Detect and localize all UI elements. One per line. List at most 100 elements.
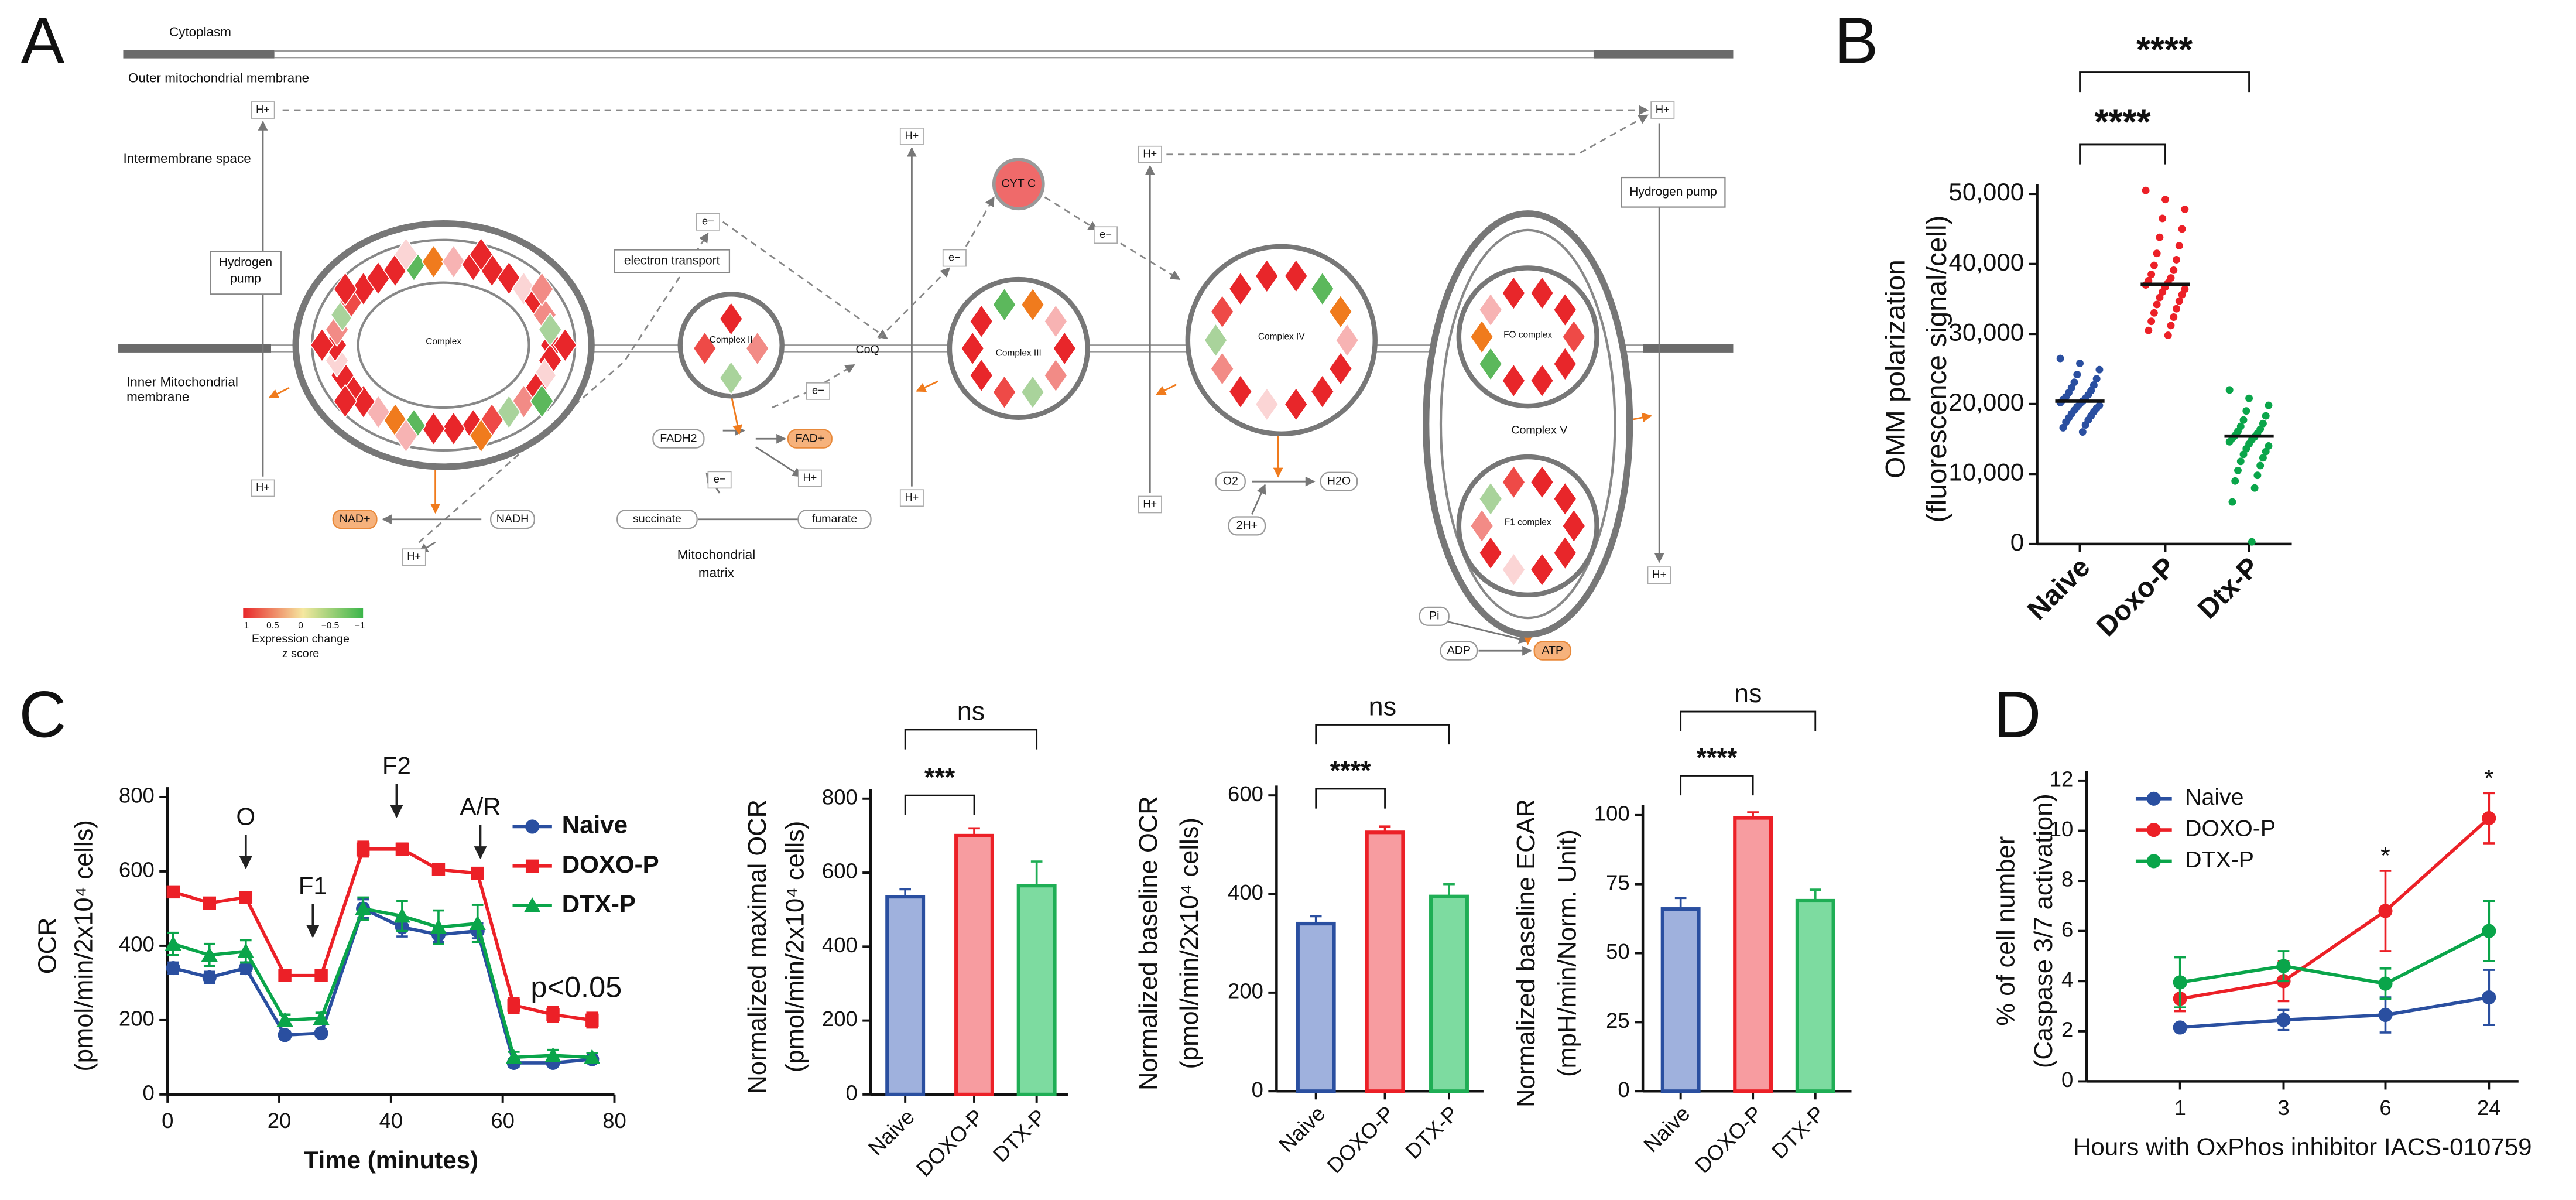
gene-diamond bbox=[960, 331, 985, 366]
bar bbox=[1296, 921, 1336, 1093]
data-point bbox=[2253, 471, 2262, 480]
molecule-box bbox=[1440, 641, 1478, 661]
data-point bbox=[2225, 437, 2234, 446]
data-point bbox=[2056, 354, 2064, 363]
data-point bbox=[393, 908, 410, 923]
molecule-label: NAD+ bbox=[340, 512, 371, 525]
connector bbox=[772, 364, 855, 409]
annotation-label: O bbox=[236, 803, 255, 830]
region-label: Outer mitochondrial membrane bbox=[128, 71, 309, 86]
box-label: Hydrogen bbox=[219, 256, 272, 269]
data-point bbox=[2234, 466, 2242, 474]
y-tick-label: 200 bbox=[822, 1007, 858, 1031]
data-point bbox=[2228, 498, 2236, 506]
carrier-box bbox=[1650, 101, 1675, 119]
data-point bbox=[2076, 359, 2084, 367]
gene-diamond bbox=[719, 360, 744, 395]
x-tick-label: 40 bbox=[379, 1109, 403, 1133]
bar bbox=[1016, 884, 1057, 1096]
legend-label: Naive bbox=[2185, 784, 2243, 810]
significance-label: ns bbox=[1734, 678, 1762, 708]
gene-diamond bbox=[969, 304, 994, 339]
y-axis-label: (pmol/min/2x10⁴ cells) bbox=[1176, 818, 1204, 1069]
carrier-box bbox=[899, 128, 924, 145]
carrier-box bbox=[1138, 495, 1162, 514]
carrier-label: H+ bbox=[905, 491, 919, 503]
data-point bbox=[2150, 261, 2158, 269]
data-point bbox=[2092, 375, 2101, 383]
data-point bbox=[2242, 407, 2250, 415]
data-point bbox=[2173, 305, 2181, 313]
data-point bbox=[2265, 401, 2273, 409]
data-point bbox=[2161, 196, 2169, 204]
region-label: matrix bbox=[698, 565, 734, 580]
gene-diamond bbox=[1043, 304, 1068, 339]
connector bbox=[916, 380, 938, 392]
data-point bbox=[2482, 811, 2496, 826]
data-point bbox=[239, 891, 253, 904]
data-point bbox=[2175, 242, 2183, 250]
gene-diamond bbox=[969, 358, 994, 393]
gene-diamond bbox=[1530, 552, 1554, 587]
significance-mark: * bbox=[2484, 764, 2493, 792]
gene-diamond bbox=[1469, 319, 1494, 354]
y-tick-label: 10,000 bbox=[1948, 458, 2024, 486]
y-tick-label: 0 bbox=[142, 1081, 154, 1105]
data-point bbox=[2236, 457, 2245, 466]
bar bbox=[1365, 830, 1405, 1093]
y-axis-label: Normalized baseline OCR bbox=[1135, 796, 1163, 1090]
significance-label: **** bbox=[1696, 742, 1737, 772]
carrier-box bbox=[899, 489, 924, 507]
molecule-box bbox=[490, 510, 535, 529]
data-point bbox=[524, 897, 541, 912]
data-point bbox=[2147, 271, 2156, 279]
gene-diamond bbox=[1310, 374, 1335, 409]
data-point bbox=[2156, 233, 2164, 241]
data-point bbox=[314, 969, 328, 982]
data-point bbox=[2170, 313, 2178, 321]
data-point bbox=[2089, 381, 2098, 389]
data-point bbox=[2242, 445, 2250, 453]
gene-diamond bbox=[1561, 319, 1586, 354]
data-point bbox=[237, 943, 254, 958]
molecule-box bbox=[1419, 606, 1450, 626]
gene-diamond bbox=[333, 384, 358, 419]
molecule-label: CoQ bbox=[855, 343, 879, 356]
data-point bbox=[2175, 297, 2183, 305]
data-point bbox=[2482, 990, 2496, 1005]
y-tick-label: 0 bbox=[2061, 1068, 2073, 1092]
gene-diamond bbox=[1203, 323, 1228, 358]
gene-diamond bbox=[1255, 258, 1279, 293]
gene-diamond bbox=[469, 418, 494, 453]
data-point bbox=[2145, 326, 2153, 334]
data-point bbox=[2250, 484, 2259, 492]
gene-diamond bbox=[1530, 275, 1554, 311]
data-point bbox=[2095, 365, 2104, 374]
legend-tick: 1 bbox=[244, 621, 249, 631]
carrier-box bbox=[251, 101, 275, 119]
gene-diamond bbox=[1335, 323, 1359, 358]
data-point bbox=[584, 1049, 601, 1064]
significance-bracket bbox=[1315, 724, 1450, 745]
legend-label: DTX-P bbox=[562, 890, 636, 917]
gene-diamond bbox=[553, 327, 577, 363]
significance-bracket bbox=[904, 794, 975, 815]
panel-label: B bbox=[1834, 4, 1878, 77]
data-point bbox=[201, 946, 218, 962]
gene-diamond bbox=[1501, 275, 1526, 311]
carrier-box bbox=[1094, 226, 1118, 244]
data-point bbox=[2073, 371, 2081, 378]
data-point bbox=[2231, 477, 2239, 485]
y-tick-label: 100 bbox=[1594, 801, 1630, 825]
carrier-box bbox=[806, 382, 830, 400]
carrier-label: H+ bbox=[1143, 148, 1157, 160]
data-point bbox=[507, 999, 520, 1012]
y-tick-label: 200 bbox=[1228, 979, 1263, 1003]
molecule-box-highlight bbox=[787, 429, 833, 449]
legend-title: z score bbox=[282, 647, 319, 660]
data-point bbox=[203, 896, 217, 910]
molecule-box bbox=[1215, 471, 1246, 491]
gene-diamond bbox=[1501, 552, 1526, 587]
complex-ring-inner bbox=[1439, 228, 1616, 620]
data-point bbox=[469, 915, 486, 931]
